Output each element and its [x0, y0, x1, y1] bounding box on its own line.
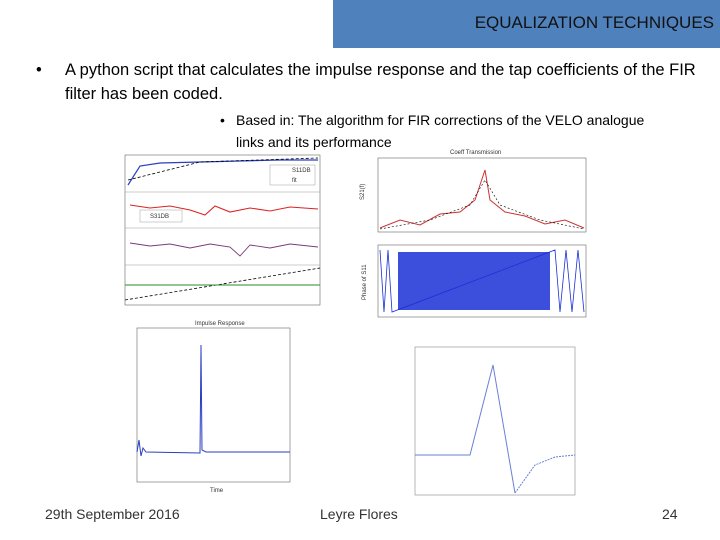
legend-label: S31DB [150, 214, 169, 220]
axis-label: S21(f) [360, 184, 366, 200]
slide-title: EQUALIZATION TECHNIQUES [474, 13, 714, 32]
panel-title: Coeff Transmission [450, 150, 501, 156]
page-number: 24 [662, 506, 678, 522]
figure-bottom-left: Impulse Response Time [136, 321, 291, 494]
header-bar: EQUALIZATION TECHNIQUES [333, 0, 720, 48]
footer-date: 29th September 2016 [45, 506, 180, 522]
axis-label: Time [210, 488, 224, 494]
footer-author: Leyre Flores [320, 506, 398, 522]
axis-label: Phase of S11 [362, 264, 368, 300]
bullet-text: A python script that calculates the impu… [65, 61, 696, 103]
figure-top-right: Coeff Transmission S21(f) Phase of S11 [360, 150, 587, 318]
sub-bullet-text: Based in: The algorithm for FIR correcti… [236, 112, 645, 150]
legend-label: fit [292, 178, 297, 184]
bullet-dot: • [220, 112, 225, 128]
legend-label: S11DB [292, 168, 311, 174]
panel-title: Impulse Response [195, 321, 245, 327]
figure-bottom-right [414, 346, 576, 496]
figure-top-left: S11DB fit S31DB [124, 154, 321, 306]
bullet-dot: • [36, 61, 42, 79]
